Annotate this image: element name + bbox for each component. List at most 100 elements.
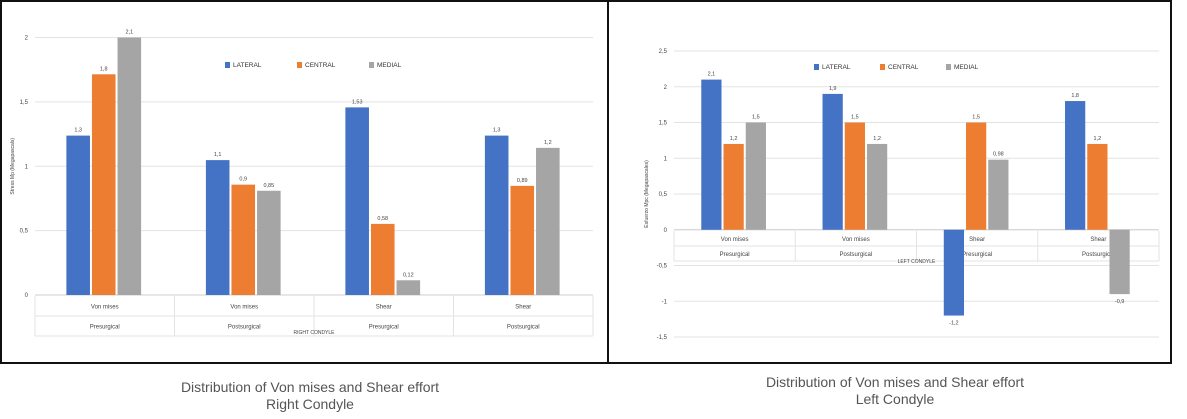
- bar-medial-3: [988, 159, 1009, 230]
- legend-label: LATERAL: [233, 62, 262, 69]
- y-axis-title: Esfuerzo Mpc (Megapascales): [644, 160, 650, 228]
- data-label: 1,8: [100, 66, 108, 72]
- data-label: 1,2: [873, 136, 881, 142]
- category-label: Von mises: [842, 237, 870, 243]
- data-label: 1,5: [851, 115, 859, 121]
- data-label: 1,53: [352, 99, 363, 105]
- y-tick-label: 1,5: [659, 121, 668, 127]
- bar-medial-2: [866, 143, 888, 230]
- y-tick-label: -1,5: [657, 335, 668, 341]
- bar-lateral-2: [205, 160, 230, 295]
- y-tick-label: 2: [664, 85, 668, 91]
- y-tick-label: 1: [25, 164, 29, 170]
- data-label: 0,98: [993, 152, 1004, 158]
- bar-lateral-1: [66, 135, 90, 295]
- bar-medial-1: [745, 122, 766, 230]
- bar-central-1: [723, 143, 744, 230]
- category-label: Shear: [1090, 237, 1106, 243]
- category-label: Shear: [376, 305, 392, 311]
- data-label: 1,5: [972, 115, 980, 121]
- category-group-label: Postsurgical: [840, 252, 873, 258]
- y-tick-label: 1: [664, 156, 668, 162]
- data-label: 1,2: [544, 140, 552, 146]
- y-tick-label: 1,5: [20, 100, 29, 106]
- y-tick-label: 0,5: [20, 229, 29, 235]
- data-label: 1,9: [829, 86, 837, 92]
- bar-central-3: [370, 223, 395, 295]
- legend-label: MEDIAL: [954, 64, 979, 71]
- data-label: 1,2: [1094, 136, 1102, 142]
- category-label: Shear: [515, 305, 531, 311]
- bar-central-4: [1087, 143, 1108, 230]
- category-group-label: Presurgical: [369, 325, 399, 331]
- data-label: 0,58: [377, 216, 388, 222]
- legend-label: CENTRAL: [888, 64, 919, 71]
- data-label: 0,12: [403, 272, 414, 278]
- data-label: 1,3: [493, 128, 501, 134]
- bar-central-2: [844, 122, 865, 230]
- data-label: 0,9: [239, 177, 247, 183]
- right-chart-caption: Distribution of Von mises and Shear effo…: [100, 379, 520, 413]
- legend-swatch-lateral: [225, 62, 230, 68]
- bar-central-2: [231, 184, 256, 295]
- x-axis-title: RIGHT CONDYLE: [293, 330, 335, 336]
- y-tick-label: 0: [664, 228, 668, 234]
- y-tick-label: -1: [662, 299, 668, 305]
- left-caption-line2: Left Condyle: [855, 391, 935, 407]
- bar-lateral-4: [484, 135, 509, 295]
- category-label: Shear: [969, 237, 985, 243]
- data-label: 2,1: [125, 30, 133, 36]
- data-label: 1,8: [1071, 93, 1079, 99]
- left-caption-line1: Distribution of Von mises and Shear effo…: [765, 374, 1025, 390]
- bar-lateral-3: [345, 107, 369, 296]
- category-group-label: Postsurgical: [507, 325, 540, 331]
- right-condyle-chart: 0 0,5 1 1,5 2 Von mises Presurgical Von mises Po…: [10, 30, 594, 337]
- bar-central-1: [91, 74, 116, 296]
- data-label: -0,9: [1115, 299, 1124, 305]
- bar-medial-3: [396, 280, 421, 295]
- bar-lateral-2: [822, 93, 843, 230]
- data-label: 1,3: [74, 128, 82, 134]
- category-group-label: Postsurgical: [228, 325, 261, 331]
- bar-central-3: [966, 122, 987, 230]
- right-caption-line2: Right Condyle: [266, 396, 354, 412]
- y-tick-label: 0: [25, 293, 29, 299]
- y-tick-label: 2: [25, 36, 29, 42]
- category-label: Von mises: [91, 305, 119, 311]
- category-group-label: Postsurgical: [1082, 252, 1115, 258]
- data-label: 1,1: [214, 152, 222, 158]
- legend-label: CENTRAL: [305, 62, 336, 69]
- category-group-label: Presurgical: [720, 252, 750, 258]
- bar-medial-2: [257, 190, 281, 295]
- left-chart-caption: Distribution of Von mises and Shear effo…: [685, 374, 1105, 408]
- legend-swatch-lateral: [814, 64, 819, 70]
- data-label: 1,2: [730, 136, 738, 142]
- y-axis-title: Stress Mp (Megapascals): [10, 138, 16, 195]
- figure-frame: [0, 0, 1172, 364]
- legend-swatch-central: [297, 62, 302, 68]
- legend-swatch-medial: [369, 62, 374, 68]
- right-caption-line1: Distribution of Von mises and Shear effo…: [180, 379, 440, 395]
- bar-lateral-4: [1065, 101, 1086, 230]
- bar-medial-4: [536, 147, 560, 295]
- legend-swatch-medial: [946, 64, 951, 70]
- left-condyle-chart: -1,5 -1 -0,5 0 0,5 1 1,5 2 2,5 Von mises Presurgic…: [644, 49, 1160, 341]
- legend-label: MEDIAL: [377, 62, 402, 69]
- y-tick-label: 0,5: [659, 192, 668, 198]
- category-group-label: Presurgical: [962, 252, 992, 258]
- data-label: 0,89: [517, 178, 528, 184]
- legend-label: LATERAL: [822, 64, 851, 71]
- bar-medial-1: [117, 37, 142, 295]
- legend-swatch-central: [880, 64, 885, 70]
- y-tick-label: 2,5: [659, 49, 668, 55]
- bar-lateral-1: [701, 79, 722, 230]
- y-tick-label: -0,5: [657, 264, 668, 270]
- category-label: Von mises: [721, 237, 749, 243]
- category-label: Von mises: [230, 305, 258, 311]
- data-label: 2,1: [708, 72, 716, 78]
- bar-lateral-3: [943, 229, 965, 316]
- x-axis-title: LEFT CONDYLE: [898, 259, 936, 265]
- data-label: 1,5: [752, 115, 760, 121]
- category-group-label: Presurgical: [90, 325, 120, 331]
- data-label: 0,85: [263, 183, 274, 189]
